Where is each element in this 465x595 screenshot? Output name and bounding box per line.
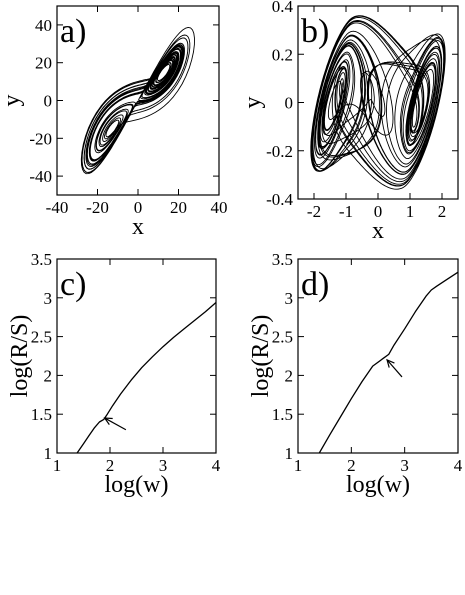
panel-d: 1 2 3 4 1 1.5 2 2.5 3 3.5 log(w) log(R/S) d): [248, 250, 463, 498]
x-tick-label: 20: [170, 198, 187, 217]
x-tick-label: 4: [454, 456, 463, 475]
x-axis-label: x: [132, 214, 144, 240]
x-axis-label: log(w): [105, 472, 169, 498]
x-tick-label: -20: [86, 198, 109, 217]
y-tick-label: 1: [285, 444, 294, 463]
y-tick-label: 1: [44, 444, 53, 463]
x-axis-label: log(w): [346, 472, 410, 498]
y-tick-label: -40: [29, 167, 52, 186]
y-tick-label: 20: [35, 54, 52, 73]
x-tick-label: 3: [400, 456, 409, 475]
x-tick-label: 2: [106, 456, 115, 475]
x-tick-label: -1: [339, 202, 353, 221]
y-tick-label: -20: [29, 129, 52, 148]
y-tick-label: 1.5: [272, 405, 293, 424]
x-tick-label: 2: [438, 202, 447, 221]
y-tick-label: 2.5: [31, 328, 52, 347]
x-tick-label: 0: [374, 202, 383, 221]
panel-label: c): [60, 266, 86, 303]
panel-c: 1 2 3 4 1 1.5 2 2.5 3 3.5 log(w) log(R/S) c): [7, 250, 221, 498]
y-axis-label: y: [0, 95, 25, 107]
plot-frame: [297, 258, 459, 454]
x-tick-label: 1: [294, 456, 303, 475]
y-axis-label: log(R/S): [248, 315, 274, 398]
x-tick-label: 4: [212, 456, 221, 475]
plot-frame: [56, 258, 217, 454]
y-tick-label: -0.2: [266, 142, 293, 161]
attractor-trajectory: [80, 26, 195, 175]
x-tick-label: 2: [347, 456, 356, 475]
y-axis-label: y: [240, 97, 266, 109]
arrow-annotation: [386, 358, 403, 378]
x-tick-label: -40: [46, 198, 69, 217]
x-axis-label: x: [372, 218, 384, 244]
y-tick-label: -0.4: [266, 190, 293, 209]
x-tick-label: 40: [211, 198, 228, 217]
y-axis-label: log(R/S): [7, 315, 33, 398]
panel-label: a): [60, 13, 86, 50]
y-tick-label: 3: [44, 289, 53, 308]
x-tick-label: 1: [53, 456, 62, 475]
y-tick-label: 2.5: [272, 328, 293, 347]
rs-curve: [318, 271, 458, 453]
rs-curve: [76, 302, 216, 453]
y-tick-label: 0.4: [272, 0, 294, 16]
y-tick-label: 3: [285, 289, 294, 308]
panel-b: -2 -1 0 1 2 -0.4 -0.2 0 0.2 0.4 x y b): [240, 0, 459, 244]
x-tick-label: 3: [159, 456, 168, 475]
attractor-trajectory: [310, 15, 446, 190]
arrow-annotation: [103, 417, 127, 431]
panel-a: -40 -20 0 20 40 -40 -20 0 20 40 x y a): [0, 5, 228, 240]
x-tick-label: 0: [134, 198, 143, 217]
x-tick-label: -2: [307, 202, 321, 221]
x-tick-label: 1: [406, 202, 415, 221]
y-tick-label: 40: [35, 16, 52, 35]
panel-label: b): [301, 13, 329, 50]
y-tick-label: 3.5: [272, 250, 293, 269]
panel-label: d): [301, 266, 329, 303]
y-tick-label: 0: [285, 94, 294, 113]
y-tick-label: 3.5: [31, 250, 52, 269]
y-tick-label: 1.5: [31, 405, 52, 424]
y-tick-label: 0.2: [272, 45, 293, 64]
y-tick-label: 0: [44, 92, 53, 111]
y-tick-label: 2: [285, 366, 294, 385]
y-tick-label: 2: [44, 366, 53, 385]
